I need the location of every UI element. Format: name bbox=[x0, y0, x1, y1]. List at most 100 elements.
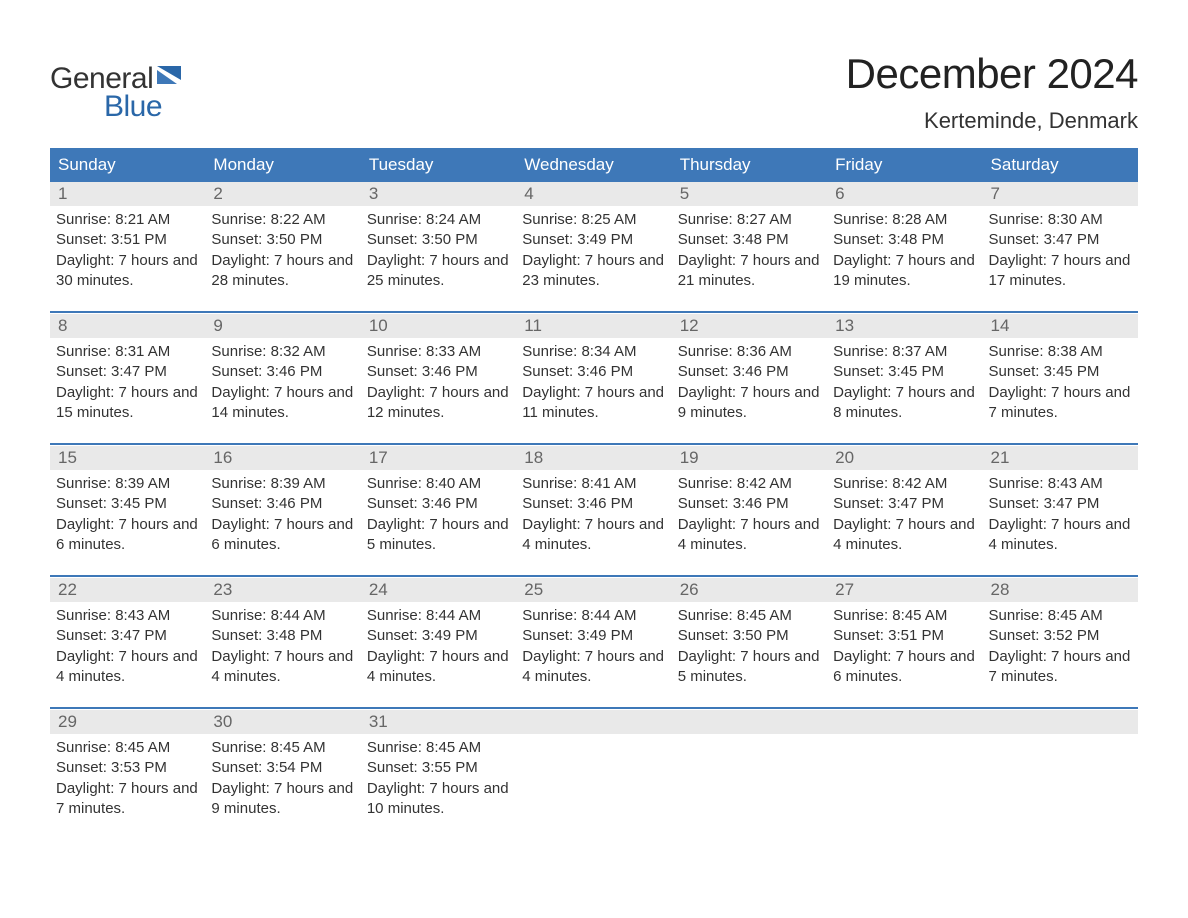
day-number: 26 bbox=[674, 580, 699, 599]
daylight-text: Daylight: 7 hours and 9 minutes. bbox=[678, 383, 821, 424]
day-details: Sunrise: 8:43 AMSunset: 3:47 PMDaylight:… bbox=[989, 474, 1132, 555]
day-number-bar: 17 bbox=[361, 446, 516, 470]
sunrise-text: Sunrise: 8:44 AM bbox=[211, 606, 354, 626]
sunset-text: Sunset: 3:47 PM bbox=[56, 626, 199, 646]
day-cell: 4Sunrise: 8:25 AMSunset: 3:49 PMDaylight… bbox=[516, 182, 671, 312]
sunset-text: Sunset: 3:46 PM bbox=[678, 362, 821, 382]
sunrise-text: Sunrise: 8:43 AM bbox=[56, 606, 199, 626]
sunset-text: Sunset: 3:46 PM bbox=[367, 362, 510, 382]
day-number-bar: 9 bbox=[205, 314, 360, 338]
logo-text-blue: Blue bbox=[104, 90, 162, 124]
day-details: Sunrise: 8:45 AMSunset: 3:55 PMDaylight:… bbox=[367, 738, 510, 819]
day-number: 31 bbox=[363, 712, 388, 731]
day-cell: 22 Sunrise: 8:43 AMSunset: 3:47 PMDayligh… bbox=[50, 578, 205, 708]
day-cell: 14Sunrise: 8:38 AMSunset: 3:45 PMDayligh… bbox=[983, 314, 1138, 444]
daylight-text: Daylight: 7 hours and 10 minutes. bbox=[367, 779, 510, 820]
day-number: 16 bbox=[207, 448, 232, 467]
day-details: Sunrise: 8:31 AMSunset: 3:47 PMDaylight:… bbox=[56, 342, 199, 423]
sunset-text: Sunset: 3:46 PM bbox=[522, 494, 665, 514]
day-cell: 7Sunrise: 8:30 AMSunset: 3:47 PMDaylight… bbox=[983, 182, 1138, 312]
day-cell: 20Sunrise: 8:42 AMSunset: 3:47 PMDayligh… bbox=[827, 446, 982, 576]
day-number: 13 bbox=[829, 316, 854, 335]
location-label: Kerteminde, Denmark bbox=[846, 108, 1138, 134]
daylight-text: Daylight: 7 hours and 6 minutes. bbox=[56, 515, 199, 556]
day-number-bar: 21 bbox=[983, 446, 1138, 470]
sunrise-text: Sunrise: 8:28 AM bbox=[833, 210, 976, 230]
day-cell: 9Sunrise: 8:32 AMSunset: 3:46 PMDaylight… bbox=[205, 314, 360, 444]
sunset-text: Sunset: 3:49 PM bbox=[522, 230, 665, 250]
day-cell: 31 Sunrise: 8:45 AMSunset: 3:55 PMDayligh… bbox=[361, 710, 516, 839]
sunrise-text: Sunrise: 8:27 AM bbox=[678, 210, 821, 230]
day-number-bar: 4 bbox=[516, 182, 671, 206]
day-details: Sunrise: 8:42 AMSunset: 3:47 PMDaylight:… bbox=[833, 474, 976, 555]
col-friday: Friday bbox=[827, 148, 982, 182]
sunrise-text: Sunrise: 8:42 AM bbox=[678, 474, 821, 494]
week-row: 22Sunrise: 8:43 AMSunset: 3:47 PMDayligh… bbox=[50, 578, 1138, 708]
day-number-bar: 8 bbox=[50, 314, 205, 338]
daylight-text: Daylight: 7 hours and 4 minutes. bbox=[56, 647, 199, 688]
day-number-bar: 23 bbox=[205, 578, 360, 602]
week-row: 8 Sunrise: 8:31 AMSunset: 3:47 PMDaylight… bbox=[50, 314, 1138, 444]
day-details: Sunrise: 8:43 AMSunset: 3:47 PMDaylight:… bbox=[56, 606, 199, 687]
day-number-bar: 3 bbox=[361, 182, 516, 206]
day-number-bar: 6 bbox=[827, 182, 982, 206]
day-cell: 13Sunrise: 8:37 AMSunset: 3:45 PMDayligh… bbox=[827, 314, 982, 444]
daylight-text: Daylight: 7 hours and 4 minutes. bbox=[833, 515, 976, 556]
day-number: 15 bbox=[52, 448, 77, 467]
day-number: 25 bbox=[518, 580, 543, 599]
sunset-text: Sunset: 3:49 PM bbox=[367, 626, 510, 646]
daylight-text: Daylight: 7 hours and 28 minutes. bbox=[211, 251, 354, 292]
day-cell: 25Sunrise: 8:44 AMSunset: 3:49 PMDayligh… bbox=[516, 578, 671, 708]
day-number: 4 bbox=[518, 184, 533, 203]
sunset-text: Sunset: 3:47 PM bbox=[833, 494, 976, 514]
day-number: 29 bbox=[52, 712, 77, 731]
day-cell: 16 Sunrise: 8:39 AMSunset: 3:46 PMDayligh… bbox=[205, 446, 360, 576]
daylight-text: Daylight: 7 hours and 5 minutes. bbox=[367, 515, 510, 556]
day-details: Sunrise: 8:30 AMSunset: 3:47 PMDaylight:… bbox=[989, 210, 1132, 291]
day-details: Sunrise: 8:28 AMSunset: 3:48 PMDaylight:… bbox=[833, 210, 976, 291]
day-cell: 30Sunrise: 8:45 AMSunset: 3:54 PMDayligh… bbox=[205, 710, 360, 839]
sunrise-text: Sunrise: 8:39 AM bbox=[211, 474, 354, 494]
day-number-bar: 12 bbox=[672, 314, 827, 338]
daylight-text: Daylight: 7 hours and 4 minutes. bbox=[211, 647, 354, 688]
sunset-text: Sunset: 3:48 PM bbox=[678, 230, 821, 250]
day-number-bar: 13 bbox=[827, 314, 982, 338]
sunset-text: Sunset: 3:45 PM bbox=[56, 494, 199, 514]
col-wednesday: Wednesday bbox=[516, 148, 671, 182]
day-details: Sunrise: 8:36 AMSunset: 3:46 PMDaylight:… bbox=[678, 342, 821, 423]
day-cell: 2Sunrise: 8:22 AMSunset: 3:50 PMDaylight… bbox=[205, 182, 360, 312]
sunrise-text: Sunrise: 8:24 AM bbox=[367, 210, 510, 230]
daylight-text: Daylight: 7 hours and 14 minutes. bbox=[211, 383, 354, 424]
day-details: Sunrise: 8:39 AMSunset: 3:46 PMDaylight:… bbox=[211, 474, 354, 555]
day-number: 22 bbox=[52, 580, 77, 599]
col-thursday: Thursday bbox=[672, 148, 827, 182]
day-cell bbox=[516, 710, 671, 839]
day-details: Sunrise: 8:41 AMSunset: 3:46 PMDaylight:… bbox=[522, 474, 665, 555]
sunrise-text: Sunrise: 8:33 AM bbox=[367, 342, 510, 362]
daylight-text: Daylight: 7 hours and 4 minutes. bbox=[678, 515, 821, 556]
daylight-text: Daylight: 7 hours and 25 minutes. bbox=[367, 251, 510, 292]
week-row: 15Sunrise: 8:39 AMSunset: 3:45 PMDayligh… bbox=[50, 446, 1138, 576]
daylight-text: Daylight: 7 hours and 9 minutes. bbox=[211, 779, 354, 820]
day-cell bbox=[672, 710, 827, 839]
day-details: Sunrise: 8:45 AMSunset: 3:53 PMDaylight:… bbox=[56, 738, 199, 819]
day-number-bar: 22 bbox=[50, 578, 205, 602]
day-details: Sunrise: 8:45 AMSunset: 3:52 PMDaylight:… bbox=[989, 606, 1132, 687]
day-number-bar-empty bbox=[827, 710, 982, 734]
day-number-bar-empty bbox=[983, 710, 1138, 734]
sunset-text: Sunset: 3:46 PM bbox=[211, 494, 354, 514]
sunrise-text: Sunrise: 8:37 AM bbox=[833, 342, 976, 362]
sunset-text: Sunset: 3:46 PM bbox=[211, 362, 354, 382]
daylight-text: Daylight: 7 hours and 30 minutes. bbox=[56, 251, 199, 292]
daylight-text: Daylight: 7 hours and 19 minutes. bbox=[833, 251, 976, 292]
day-cell: 23Sunrise: 8:44 AMSunset: 3:48 PMDayligh… bbox=[205, 578, 360, 708]
day-cell: 19Sunrise: 8:42 AMSunset: 3:46 PMDayligh… bbox=[672, 446, 827, 576]
month-title: December 2024 bbox=[846, 50, 1138, 98]
day-number: 10 bbox=[363, 316, 388, 335]
day-number: 5 bbox=[674, 184, 689, 203]
day-number-bar: 27 bbox=[827, 578, 982, 602]
daylight-text: Daylight: 7 hours and 23 minutes. bbox=[522, 251, 665, 292]
day-number-bar: 19 bbox=[672, 446, 827, 470]
day-details: Sunrise: 8:33 AMSunset: 3:46 PMDaylight:… bbox=[367, 342, 510, 423]
day-cell: 3Sunrise: 8:24 AMSunset: 3:50 PMDaylight… bbox=[361, 182, 516, 312]
